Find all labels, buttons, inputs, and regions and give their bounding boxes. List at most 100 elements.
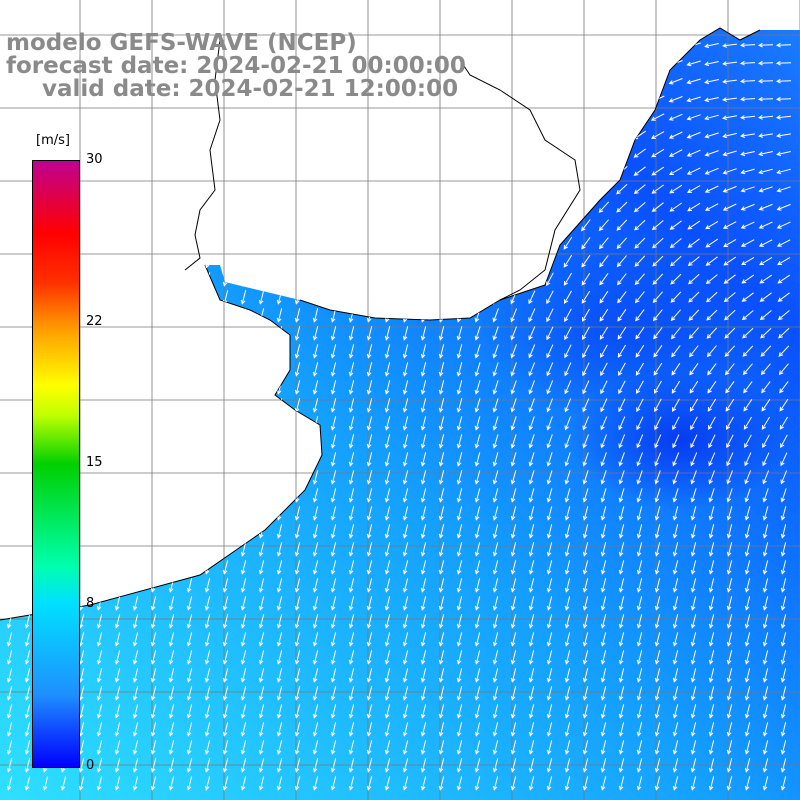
wind-arrow <box>510 740 517 755</box>
wind-arrow <box>726 434 734 449</box>
wind-arrow <box>402 560 409 575</box>
wind-arrow <box>758 186 773 193</box>
wind-arrow <box>564 506 571 521</box>
wind-arrow <box>618 452 625 467</box>
wind-arrow <box>582 452 589 467</box>
wind-arrow <box>510 398 517 413</box>
wind-arrow <box>706 291 718 303</box>
wind-arrow <box>258 236 265 251</box>
wind-arrow <box>132 182 139 197</box>
wind-arrow <box>689 345 699 358</box>
wind-arrow <box>402 686 409 701</box>
wind-arrow <box>366 452 373 467</box>
wind-arrow <box>204 632 211 647</box>
wind-arrow <box>276 128 283 143</box>
wind-arrow <box>366 632 373 647</box>
wind-arrow <box>776 133 791 138</box>
wind-arrow <box>686 131 701 139</box>
wind-arrow <box>474 74 481 89</box>
wind-arrow <box>739 115 756 120</box>
wind-arrow <box>654 560 661 575</box>
wind-arrow <box>294 686 301 701</box>
wind-arrow <box>204 668 211 683</box>
wind-arrow <box>204 488 211 503</box>
wind-arrow <box>186 542 193 557</box>
wind-arrow <box>240 614 247 629</box>
wind-arrow <box>634 219 646 231</box>
wind-arrow <box>780 542 787 557</box>
wind-arrow <box>6 146 13 161</box>
wind-arrow <box>204 596 211 611</box>
wind-arrow <box>240 290 247 305</box>
wind-arrow <box>636 542 643 557</box>
wind-arrow <box>114 272 121 287</box>
wind-arrow <box>725 398 735 412</box>
wind-arrow <box>739 60 756 66</box>
wind-arrow <box>6 110 13 125</box>
wind-arrow <box>564 668 571 683</box>
wind-arrow <box>509 56 518 71</box>
wind-arrow <box>240 776 247 791</box>
wind-arrow <box>492 182 500 197</box>
wind-arrow <box>6 434 13 449</box>
wind-arrow <box>6 344 13 359</box>
wind-arrow <box>366 578 373 593</box>
wind-arrow <box>114 488 121 503</box>
wind-arrow <box>186 596 193 611</box>
wind-arrow <box>492 326 499 341</box>
wind-arrow <box>618 542 625 557</box>
wind-arrow <box>294 344 301 359</box>
wind-arrow <box>312 650 319 665</box>
wind-arrow <box>240 344 247 359</box>
wind-arrow <box>600 704 607 719</box>
wind-arrow <box>132 344 139 359</box>
wind-arrow <box>276 416 283 431</box>
wind-arrow <box>780 434 788 449</box>
wind-arrow <box>654 776 661 791</box>
wind-arrow <box>708 488 715 503</box>
wind-arrow <box>527 74 537 88</box>
wind-arrow <box>474 740 481 755</box>
wind-arrow <box>204 164 211 179</box>
wind-arrow <box>114 344 121 359</box>
wind-arrow <box>6 686 13 701</box>
wind-arrow <box>726 632 733 647</box>
wind-arrow <box>312 704 319 719</box>
wind-arrow <box>744 578 751 593</box>
wind-arrow <box>528 308 536 323</box>
wind-arrow <box>618 614 625 629</box>
wind-arrow <box>598 147 610 159</box>
wind-arrow <box>726 704 733 719</box>
wind-arrow <box>348 326 355 341</box>
wind-arrow <box>615 40 629 50</box>
wind-arrow <box>168 110 175 125</box>
wind-arrow <box>545 147 555 160</box>
wind-arrow <box>510 686 517 701</box>
wind-arrow <box>492 56 500 71</box>
wind-arrow <box>384 164 391 179</box>
wind-arrow <box>276 200 283 215</box>
wind-arrow <box>636 686 643 701</box>
wind-arrow <box>708 524 715 539</box>
wind-arrow <box>384 632 391 647</box>
wind-arrow <box>384 434 391 449</box>
wind-arrow <box>778 363 789 376</box>
wind-arrow <box>544 75 555 88</box>
wind-arrow <box>384 506 391 521</box>
wind-arrow <box>384 416 391 431</box>
wind-arrow <box>330 416 337 431</box>
wind-arrow <box>600 776 607 791</box>
wind-arrow <box>402 344 409 359</box>
wind-arrow <box>582 668 589 683</box>
wind-arrow <box>420 434 427 449</box>
wind-arrow <box>474 560 481 575</box>
wind-arrow <box>402 722 409 737</box>
wind-arrow <box>527 146 537 160</box>
wind-arrow <box>762 614 769 629</box>
wind-arrow <box>618 758 625 773</box>
wind-arrow <box>690 416 698 431</box>
wind-arrow <box>132 740 139 755</box>
wind-arrow <box>402 578 409 593</box>
wind-arrow <box>456 740 463 755</box>
wind-arrow <box>582 398 590 413</box>
